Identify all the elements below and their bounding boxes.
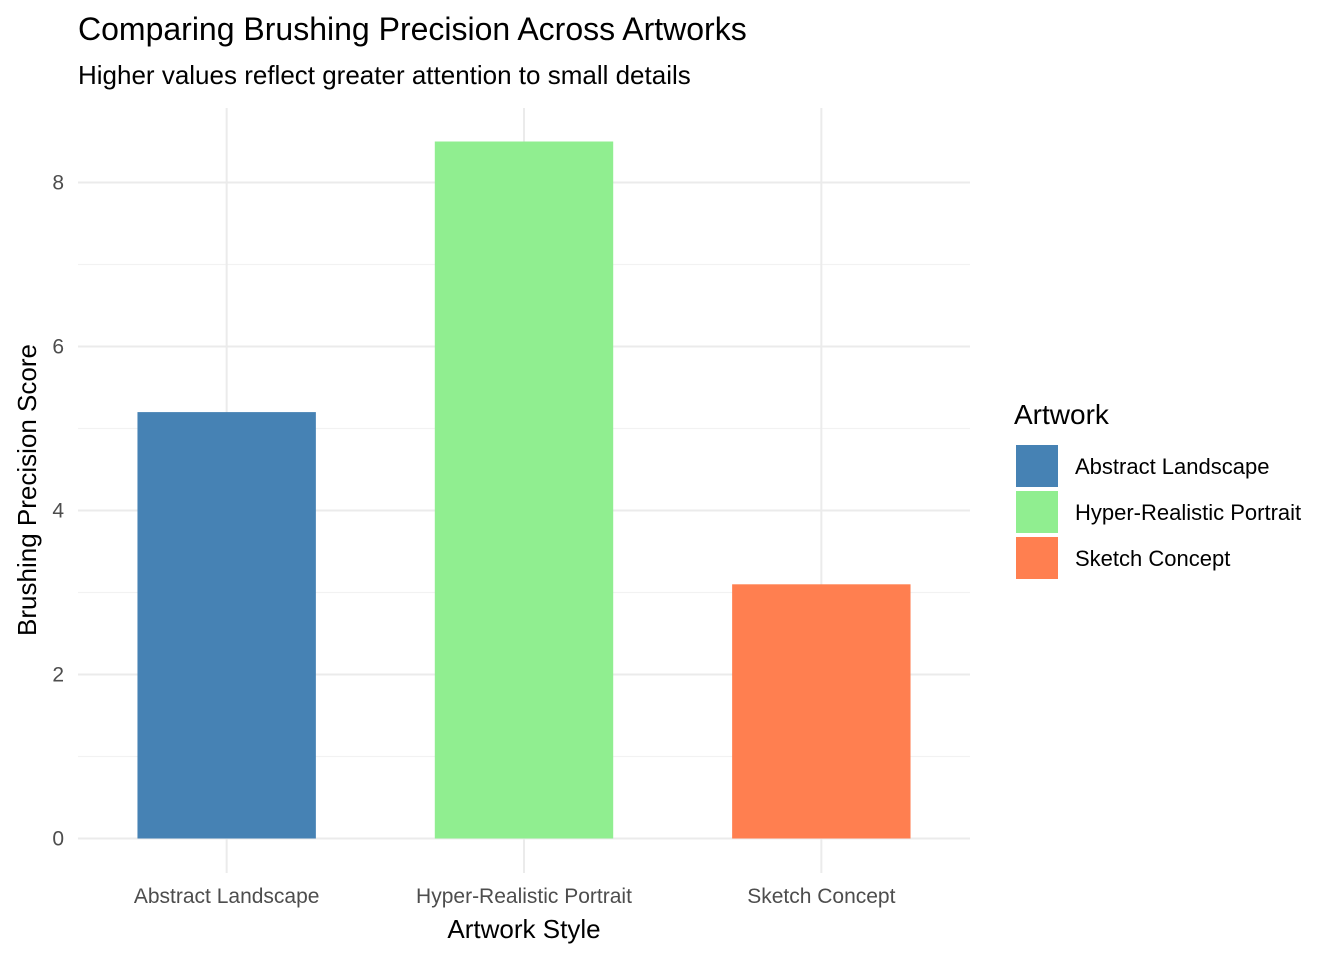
bars (137, 141, 911, 839)
x-tick-label: Sketch Concept (747, 885, 895, 908)
chart-title: Comparing Brushing Precision Across Artw… (78, 11, 747, 47)
chart-subtitle: Higher values reflect greater attention … (78, 60, 691, 90)
bar (434, 141, 614, 839)
y-axis-title: Brushing Precision Score (12, 344, 42, 636)
y-tick-label: 2 (52, 664, 64, 687)
legend-swatch (1016, 491, 1058, 533)
bar (137, 412, 316, 839)
legend-title: Artwork (1014, 399, 1110, 430)
legend-swatch (1016, 537, 1058, 579)
legend-label: Sketch Concept (1075, 546, 1230, 571)
x-axis-ticks: Abstract Landscape Hyper-Realistic Portra… (134, 885, 896, 908)
legend-label: Abstract Landscape (1075, 454, 1269, 479)
x-axis-title: Artwork Style (447, 914, 600, 944)
legend-label: Hyper-Realistic Portrait (1075, 500, 1301, 525)
y-tick-label: 8 (52, 172, 64, 195)
y-tick-label: 4 (52, 500, 64, 523)
y-axis-ticks: 0 2 4 6 8 (52, 172, 64, 851)
y-tick-label: 6 (52, 336, 64, 359)
y-tick-label: 0 (52, 828, 64, 851)
legend: Artwork Abstract Landscape Hyper-Realisti… (1014, 399, 1301, 579)
legend-swatch (1016, 445, 1058, 487)
x-tick-label: Abstract Landscape (134, 885, 320, 908)
x-tick-label: Hyper-Realistic Portrait (416, 885, 632, 908)
bar (732, 584, 911, 839)
